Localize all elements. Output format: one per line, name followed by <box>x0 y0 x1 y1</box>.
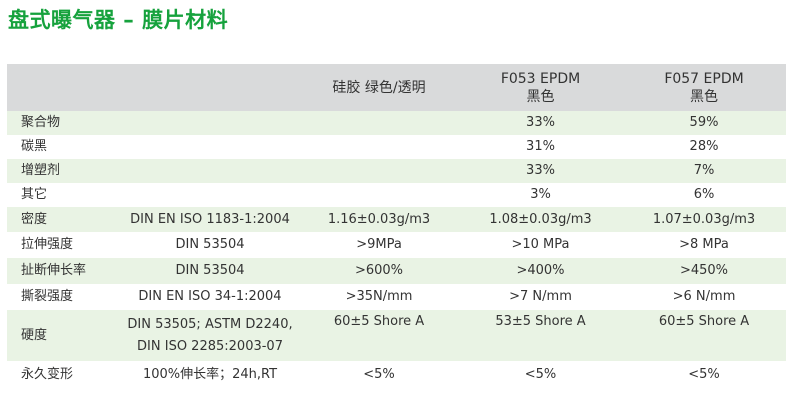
silicone-cell <box>299 135 459 159</box>
table-row: 增塑剂 33% 7% <box>7 159 786 183</box>
standard-line: DIN ISO 2285:2003-07 <box>137 338 283 354</box>
standard-cell: DIN 53505; ASTM D2240, DIN ISO 2285:2003… <box>121 310 299 361</box>
header-cell-silicone: 硅胶 绿色/透明 <box>299 64 459 111</box>
property-cell: 碳黑 <box>7 135 121 159</box>
property-cell: 撕裂强度 <box>7 284 121 310</box>
f057-cell: 59% <box>622 111 786 135</box>
header-cell-f053: F053 EPDM 黑色 <box>459 64 622 111</box>
standard-cell <box>121 183 299 207</box>
table-header-row: 硅胶 绿色/透明 F053 EPDM 黑色 F057 EPDM 黑色 <box>7 64 786 111</box>
f057-cell: 60±5 Shore A <box>622 310 786 361</box>
table-row: 拉伸强度 DIN 53504 >9MPa >10 MPa >8 MPa <box>7 232 786 258</box>
standard-cell <box>121 159 299 183</box>
standard-cell <box>121 135 299 159</box>
silicone-cell <box>299 183 459 207</box>
property-cell: 拉伸强度 <box>7 232 121 258</box>
standard-cell: DIN EN ISO 1183-1:2004 <box>121 207 299 232</box>
silicone-cell: <5% <box>299 361 459 388</box>
f053-cell: 1.08±0.03g/m3 <box>459 207 622 232</box>
silicone-cell: >600% <box>299 258 459 284</box>
header-silicone-label: 硅胶 绿色/透明 <box>332 79 426 96</box>
property-cell: 聚合物 <box>7 111 121 135</box>
header-cell-standard <box>121 64 299 111</box>
silicone-cell <box>299 111 459 135</box>
f057-cell: 7% <box>622 159 786 183</box>
f053-cell: 31% <box>459 135 622 159</box>
table-row: 密度 DIN EN ISO 1183-1:2004 1.16±0.03g/m3 … <box>7 207 786 232</box>
f057-cell: <5% <box>622 361 786 388</box>
property-cell: 其它 <box>7 183 121 207</box>
header-f053-name: F053 EPDM <box>500 70 581 87</box>
standard-cell: DIN EN ISO 34-1:2004 <box>121 284 299 310</box>
f057-cell: 28% <box>622 135 786 159</box>
table-row: 硬度 DIN 53505; ASTM D2240, DIN ISO 2285:2… <box>7 310 786 361</box>
property-cell: 硬度 <box>7 310 121 361</box>
header-f053-color: 黑色 <box>526 88 555 105</box>
silicone-cell: >35N/mm <box>299 284 459 310</box>
f053-cell: 3% <box>459 183 622 207</box>
table-row: 永久变形 100%伸长率；24h,RT <5% <5% <5% <box>7 361 786 388</box>
property-cell: 密度 <box>7 207 121 232</box>
property-cell: 增塑剂 <box>7 159 121 183</box>
silicone-cell: >9MPa <box>299 232 459 258</box>
f057-cell: >8 MPa <box>622 232 786 258</box>
standard-cell <box>121 111 299 135</box>
standard-cell: DIN 53504 <box>121 232 299 258</box>
table-row: 扯断伸长率 DIN 53504 >600% >400% >450% <box>7 258 786 284</box>
header-cell-f057: F057 EPDM 黑色 <box>622 64 786 111</box>
f057-cell: 1.07±0.03g/m3 <box>622 207 786 232</box>
f053-cell: 33% <box>459 159 622 183</box>
material-spec-table: 硅胶 绿色/透明 F053 EPDM 黑色 F057 EPDM 黑色 聚合物 3… <box>7 64 786 388</box>
header-cell-property <box>7 64 121 111</box>
f053-cell: >7 N/mm <box>459 284 622 310</box>
f057-cell: 6% <box>622 183 786 207</box>
property-cell: 永久变形 <box>7 361 121 388</box>
property-cell: 扯断伸长率 <box>7 258 121 284</box>
f057-cell: >450% <box>622 258 786 284</box>
table-row: 撕裂强度 DIN EN ISO 34-1:2004 >35N/mm >7 N/m… <box>7 284 786 310</box>
silicone-cell <box>299 159 459 183</box>
header-f057-name: F057 EPDM <box>664 70 744 87</box>
standard-cell: DIN 53504 <box>121 258 299 284</box>
f053-cell: >10 MPa <box>459 232 622 258</box>
silicone-cell: 60±5 Shore A <box>299 310 459 361</box>
f057-cell: >6 N/mm <box>622 284 786 310</box>
f053-cell: <5% <box>459 361 622 388</box>
f053-cell: >400% <box>459 258 622 284</box>
table-row: 其它 3% 6% <box>7 183 786 207</box>
standard-line: DIN 53505; ASTM D2240, <box>127 316 293 332</box>
silicone-cell: 1.16±0.03g/m3 <box>299 207 459 232</box>
f053-cell: 33% <box>459 111 622 135</box>
header-f057-color: 黑色 <box>690 88 718 105</box>
f053-cell: 53±5 Shore A <box>459 310 622 361</box>
table-row: 聚合物 33% 59% <box>7 111 786 135</box>
standard-cell: 100%伸长率；24h,RT <box>121 361 299 388</box>
table-row: 碳黑 31% 28% <box>7 135 786 159</box>
page-title: 盘式曝气器 – 膜片材料 <box>8 8 229 32</box>
